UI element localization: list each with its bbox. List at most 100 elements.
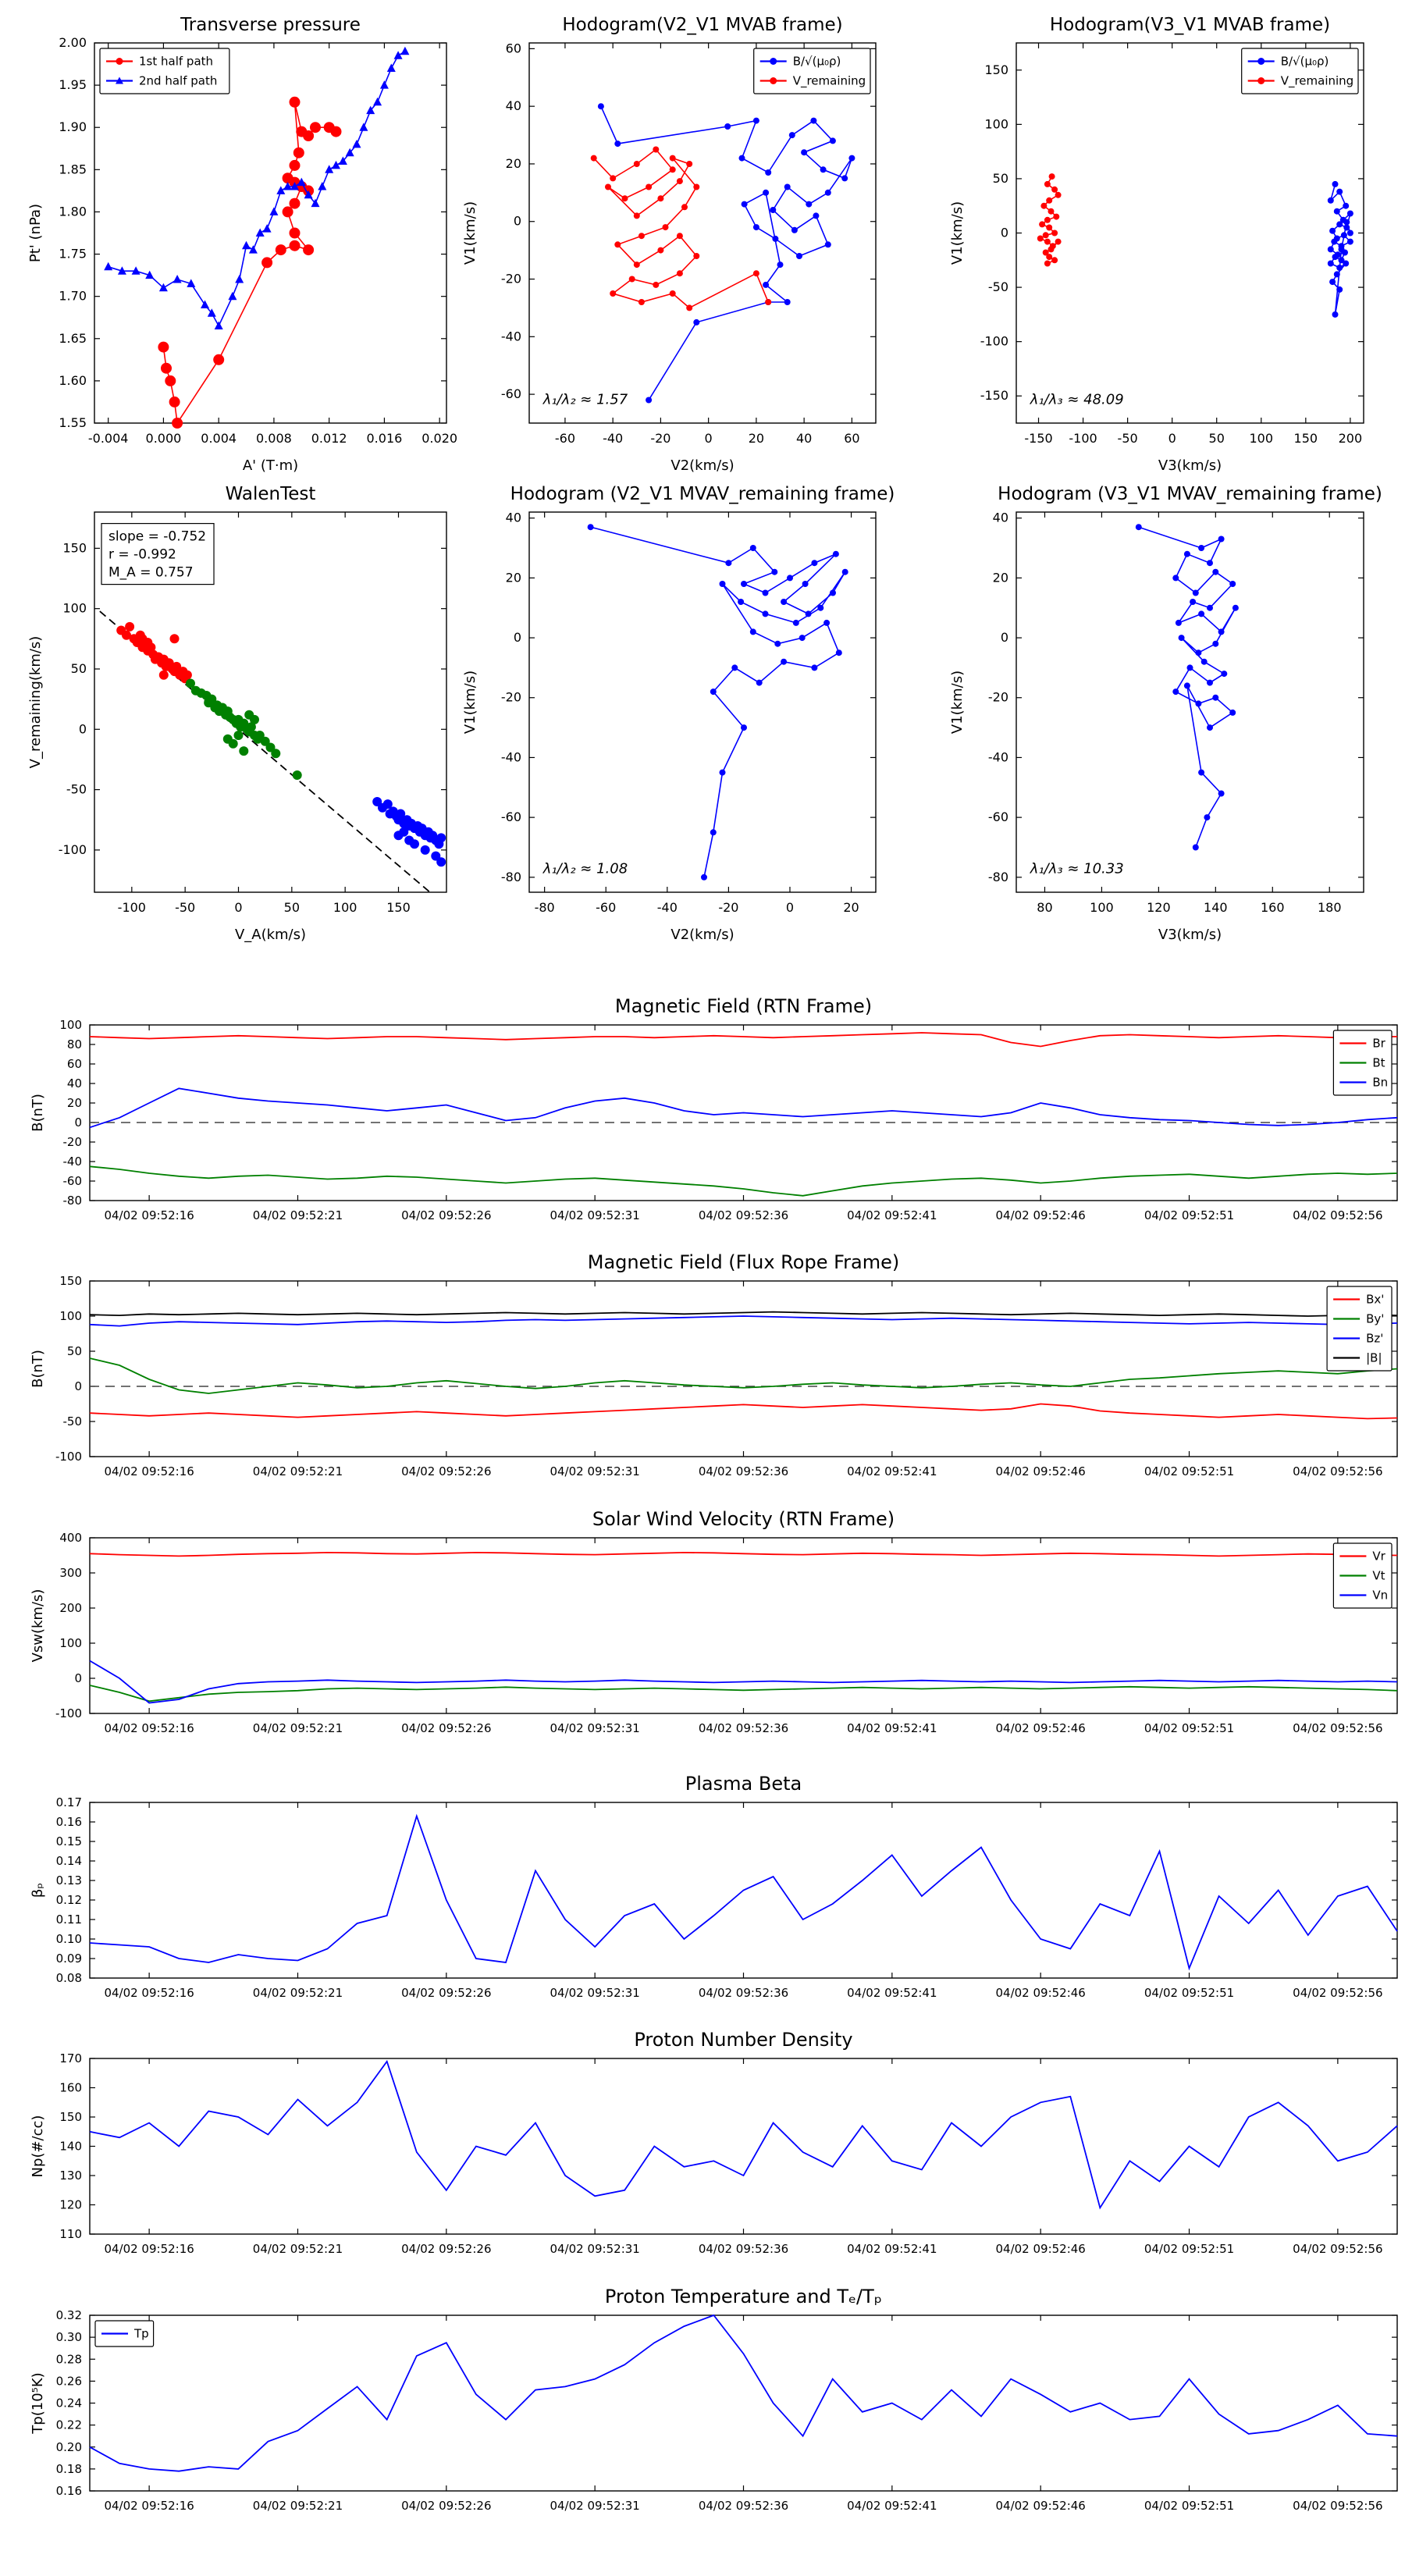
- svg-text:slope = -0.752: slope = -0.752: [108, 528, 206, 544]
- x-tick-label: -100: [1069, 431, 1097, 446]
- x-tick-label: 04/02 09:52:56: [1293, 1208, 1382, 1222]
- y-tick-label: 0.28: [56, 2352, 82, 2366]
- x-tick-label: 0: [1168, 431, 1176, 446]
- x-tick-label: 20: [843, 900, 859, 915]
- x-tick-label: 04/02 09:52:41: [847, 1208, 937, 1222]
- x-tick-label: 04/02 09:52:21: [253, 1986, 343, 2000]
- x-tick-label: 04/02 09:52:41: [847, 2499, 937, 2513]
- svg-text:r = -0.992: r = -0.992: [108, 546, 176, 562]
- chart-title: Solar Wind Velocity (RTN Frame): [592, 1508, 895, 1530]
- legend-label: Bz': [1366, 1332, 1383, 1346]
- y-tick-label: 0.10: [56, 1932, 82, 1946]
- y-tick-label: 40: [67, 1076, 82, 1091]
- x-tick-label: 160: [1261, 900, 1285, 915]
- chart-title: Transverse pressure: [180, 15, 361, 35]
- y-tick-label: 0: [79, 721, 87, 736]
- x-tick-label: 04/02 09:52:21: [253, 1208, 343, 1222]
- x-tick-label: -40: [657, 900, 678, 915]
- y-tick-label: -60: [988, 809, 1008, 824]
- magnetic-field-flux-rope-svg: 04/02 09:52:16 04/02 09:52:21 04/02 09:52:…: [30, 1251, 1398, 1478]
- x-tick-label: 04/02 09:52:56: [1293, 1464, 1382, 1478]
- y-tick-label: 1.80: [59, 204, 87, 219]
- y-axis-label: Tp(10⁵K): [30, 2372, 46, 2434]
- hodogram-v2v1-mvav-svg: -80 -60 -40 -20 0 20 -80 -60 -40 -20 0 20 40 Hodogram…: [462, 484, 895, 943]
- y-tick-label: 0.09: [56, 1952, 82, 1966]
- y-tick-label: -20: [501, 690, 521, 705]
- x-tick-label: 04/02 09:52:16: [104, 2499, 194, 2513]
- y-tick-label: 130: [59, 2169, 82, 2183]
- y-tick-label: 0.16: [56, 1815, 82, 1829]
- annotation-box: [101, 523, 215, 585]
- legend-box: [1326, 1286, 1393, 1372]
- y-tick-label: 1.70: [59, 289, 87, 304]
- y-tick-label: -40: [501, 329, 521, 343]
- x-tick-label: -60: [555, 431, 575, 446]
- y-tick-label: -20: [63, 1135, 83, 1149]
- proton-temperature-plot: 04/02 09:52:16 04/02 09:52:21 04/02 09:52:…: [23, 2276, 1405, 2526]
- y-tick-label: 0.18: [56, 2462, 82, 2476]
- y-tick-label: -40: [63, 1155, 83, 1169]
- y-tick-label: 20: [67, 1096, 82, 1110]
- y-tick-label: 50: [67, 1344, 82, 1358]
- x-axis-label: V3(km/s): [1158, 457, 1222, 474]
- y-tick-label: 0.15: [56, 1834, 82, 1848]
- x-tick-label: 04/02 09:52:51: [1144, 2499, 1234, 2513]
- y-tick-label: 20: [506, 156, 521, 171]
- legend-label: Vn: [1372, 1589, 1388, 1603]
- x-tick-label: 04/02 09:52:51: [1144, 1721, 1234, 1735]
- hodogram-v2v1-mvav-plot: -80 -60 -40 -20 0 20 -80 -60 -40 -20 0 20 40 Hodogram…: [451, 469, 895, 951]
- y-tick-label: -80: [63, 1194, 83, 1208]
- x-tick-label: 0: [705, 431, 713, 446]
- legend-label: Br: [1372, 1037, 1385, 1051]
- x-tick-label: 04/02 09:52:51: [1144, 2242, 1234, 2256]
- walen-test-plot: -100 -50 0 50 100 150 -100 -50 0 50 100 150 WalenTes…: [16, 469, 466, 951]
- x-tick-label: 04/02 09:52:46: [995, 1721, 1085, 1735]
- y-tick-label: 0.26: [56, 2374, 82, 2388]
- y-tick-label: 300: [59, 1566, 82, 1580]
- annotation-text: λ₁/λ₂ ≈ 1.08: [542, 861, 628, 877]
- legend-label: 2nd half path: [139, 74, 217, 88]
- y-tick-label: 0.12: [56, 1893, 82, 1907]
- x-tick-label: 0: [234, 900, 242, 915]
- x-tick-label: 04/02 09:52:36: [699, 2499, 788, 2513]
- y-axis-label: βₚ: [30, 1883, 46, 1898]
- legend-label: 1st half path: [139, 55, 213, 69]
- x-tick-label: 60: [844, 431, 859, 446]
- x-tick-label: 04/02 09:52:31: [550, 1464, 639, 1478]
- y-tick-label: 0.17: [56, 1795, 82, 1809]
- y-tick-label: 2.00: [59, 35, 87, 50]
- y-tick-label: 120: [59, 2198, 82, 2212]
- y-axis-label: Np(#/cc): [30, 2115, 46, 2178]
- y-tick-label: 0: [1001, 226, 1008, 240]
- x-tick-label: 0.008: [256, 431, 292, 446]
- x-tick-label: 150: [386, 900, 411, 915]
- y-tick-label: 0.24: [56, 2396, 82, 2411]
- x-tick-label: 04/02 09:52:26: [401, 2499, 491, 2513]
- y-tick-label: 100: [59, 1636, 82, 1650]
- legend-label: Tp: [133, 2327, 149, 2341]
- y-tick-label: 100: [59, 1018, 82, 1032]
- y-tick-label: 40: [993, 511, 1008, 525]
- x-axis-label: V_A(km/s): [235, 927, 306, 943]
- x-tick-label: 04/02 09:52:36: [699, 1208, 788, 1222]
- legend-label: V_remaining: [1281, 74, 1354, 89]
- legend-label: Bx': [1366, 1293, 1384, 1307]
- magnetic-field-rtn-plot: 04/02 09:52:16 04/02 09:52:21 04/02 09:52:…: [23, 986, 1405, 1236]
- x-tick-label: 04/02 09:52:41: [847, 1986, 937, 2000]
- x-tick-label: 04/02 09:52:16: [104, 1986, 194, 2000]
- x-tick-label: 04/02 09:52:36: [699, 1464, 788, 1478]
- x-tick-label: 0.000: [146, 431, 182, 446]
- x-tick-label: 04/02 09:52:56: [1293, 1986, 1382, 2000]
- x-tick-label: 120: [1147, 900, 1171, 915]
- proton-number-density-svg: 04/02 09:52:16 04/02 09:52:21 04/02 09:52:…: [30, 2029, 1398, 2256]
- hodogram-v3v1-mvab-plot: -150 -100 -50 0 50 100 150 200 -150 -100 -50 0 50 100…: [938, 0, 1383, 482]
- x-axis-label: V3(km/s): [1158, 927, 1222, 943]
- chart-title: WalenTest: [226, 484, 316, 504]
- y-tick-label: 40: [506, 511, 521, 525]
- x-tick-label: -60: [596, 900, 616, 915]
- x-tick-label: 0.020: [422, 431, 457, 446]
- x-tick-label: 100: [1250, 431, 1274, 446]
- x-tick-label: 04/02 09:52:56: [1293, 2242, 1382, 2256]
- x-tick-label: 50: [1209, 431, 1225, 446]
- hodogram-v3v1-mvav-plot: 80 100 120 140 160 180 -80 -60 -40 -20 0 20 40 Hodogr…: [938, 469, 1383, 951]
